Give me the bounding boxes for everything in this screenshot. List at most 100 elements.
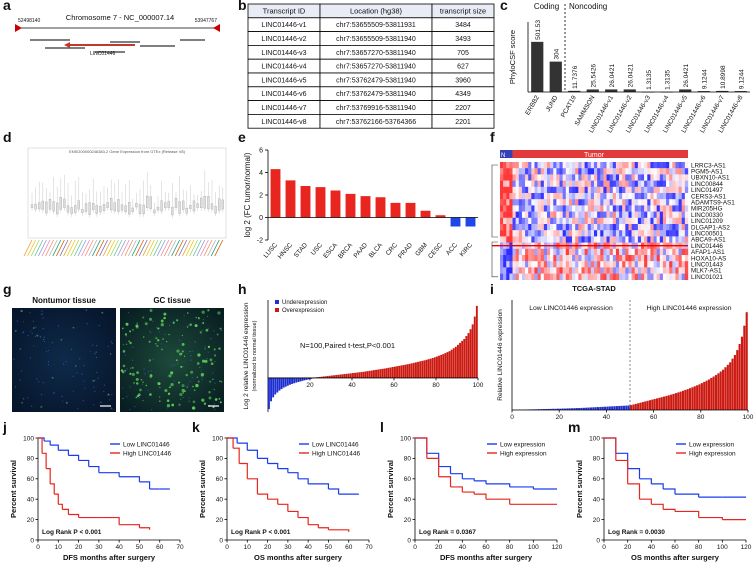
heat-cell (512, 193, 516, 200)
heat-cell (675, 261, 679, 268)
heat-cell (550, 180, 554, 187)
stain-dot (62, 400, 64, 402)
heat-cell (662, 255, 667, 262)
heat-cell (518, 162, 523, 169)
stain-dot (190, 370, 194, 374)
bar (596, 407, 600, 410)
heat-cell (572, 211, 576, 218)
survival-step (98, 516, 120, 525)
heat-cell (515, 267, 519, 274)
heat-cell (581, 174, 585, 181)
heat-cell (628, 186, 632, 194)
survival-step (247, 478, 259, 495)
heat-cell (666, 224, 670, 231)
stain-dot (169, 324, 171, 326)
box (203, 196, 206, 209)
stain-dot (155, 337, 158, 340)
box (207, 196, 210, 210)
stain-dot (122, 364, 126, 368)
bar (471, 324, 474, 378)
survival-step (415, 437, 428, 459)
heat-cell (587, 255, 592, 262)
heat-cell (653, 162, 657, 169)
stain-dot (213, 348, 216, 351)
nucleus-dot (126, 368, 128, 370)
heat-cell (637, 180, 642, 187)
bar (568, 408, 571, 410)
bar (278, 377, 281, 391)
heat-cell (678, 162, 682, 169)
stain-dot (192, 385, 194, 388)
heat-cell (615, 261, 620, 268)
heat-cell (600, 230, 604, 237)
image-title: GC tissue (153, 296, 191, 305)
heat-cell (650, 186, 654, 194)
heat-cell (534, 224, 538, 231)
heat-cell (559, 168, 563, 175)
stain-dot (169, 386, 171, 388)
x-tick-label: 20 (624, 544, 632, 551)
stain-dot (182, 391, 185, 394)
heat-cell (559, 267, 563, 274)
heat-cell (656, 224, 660, 231)
heat-cell (606, 261, 610, 268)
heat-cell (528, 255, 532, 262)
bar (630, 405, 633, 410)
heat-cell (662, 186, 667, 194)
stain-dot (168, 374, 172, 378)
survival-step (509, 486, 534, 489)
heat-cell (634, 236, 639, 243)
heat-cell (656, 174, 660, 181)
heat-cell (625, 217, 629, 225)
heat-cell (562, 230, 566, 237)
tissue-tick (210, 239, 220, 257)
heat-cell (634, 168, 639, 175)
bar (604, 406, 607, 410)
bar (717, 373, 720, 410)
heat-cell (500, 224, 504, 231)
bar (375, 197, 386, 218)
annotation: Log Rank = 0.0367 (419, 529, 476, 536)
bar (452, 348, 455, 378)
stain-dot (142, 399, 144, 402)
heat-cell (521, 217, 526, 225)
stain-dot (209, 380, 212, 383)
heat-cell (647, 255, 651, 262)
heat-cell (650, 205, 654, 212)
heat-cell (684, 180, 689, 187)
stain-dot (101, 311, 104, 314)
nucleus-dot (111, 393, 113, 396)
nucleus-dot (94, 353, 96, 355)
x-tick-label: 20 (306, 382, 314, 389)
x-tick-label: 0 (413, 544, 417, 551)
stain-dot (168, 333, 170, 336)
heat-cell (659, 273, 664, 280)
stain-dot (92, 379, 95, 382)
heat-cell (612, 162, 617, 169)
heat-cell (656, 199, 660, 206)
table-text: chr7:53657270-53811940 (336, 50, 416, 57)
heat-cell (550, 248, 554, 256)
heat-cell (525, 162, 529, 169)
axis-title: TCGA-STAD (572, 284, 616, 293)
heat-cell (631, 162, 635, 169)
heat-cell (597, 199, 601, 206)
bar (465, 336, 468, 378)
tissue-tick (48, 239, 58, 257)
nucleus-dot (13, 358, 15, 360)
heat-cell (669, 261, 673, 268)
heat-cell (565, 180, 570, 187)
stain-dot (198, 317, 200, 319)
tissue-tick (88, 239, 98, 257)
heat-cell (619, 224, 623, 231)
heat-cell (537, 236, 541, 243)
heat-cell (666, 168, 670, 175)
heat-cell (581, 180, 585, 187)
heat-cell (615, 236, 620, 243)
heat-cell (503, 168, 507, 175)
bar (405, 202, 416, 218)
heat-cell (528, 205, 532, 212)
stain-dot (178, 403, 181, 406)
heat-cell (503, 205, 507, 212)
survival-step (663, 508, 676, 512)
